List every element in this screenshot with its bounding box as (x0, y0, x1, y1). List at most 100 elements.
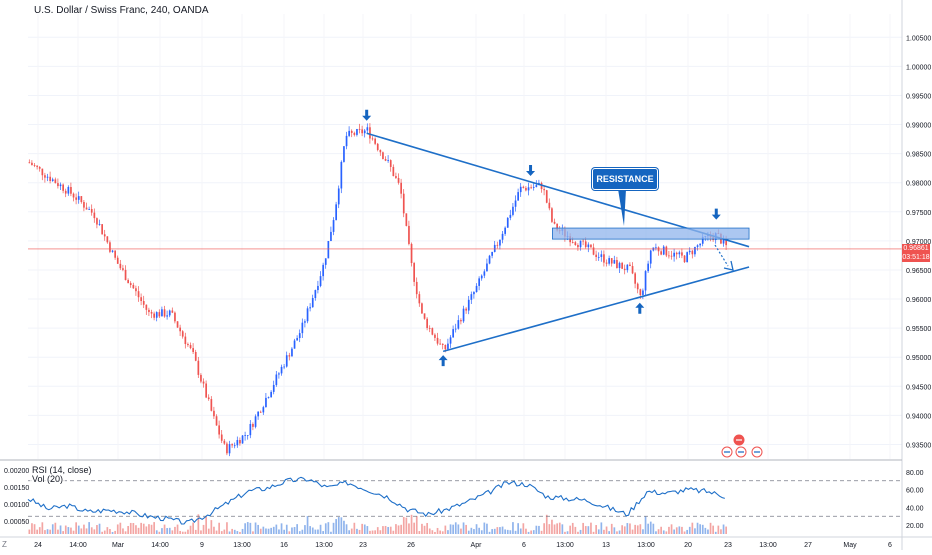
volume-bar (587, 526, 590, 534)
volume-bar (111, 531, 114, 534)
candle-body (592, 247, 595, 255)
volume-bar (584, 526, 587, 534)
candle-body (431, 328, 434, 335)
candle-body (124, 269, 127, 281)
volume-bar (270, 527, 272, 534)
volume-bar (233, 529, 236, 534)
volume-bar (634, 524, 636, 534)
candle-body (478, 278, 480, 286)
volume-bar (660, 526, 662, 534)
price-tick-label: 0.98500 (906, 152, 931, 159)
volume-bar (626, 523, 629, 534)
volume-axis-tick: 0.00200 (4, 468, 29, 475)
volume-bar (423, 525, 426, 534)
candle-body (41, 168, 44, 176)
candle-body (155, 312, 158, 318)
volume-bar (171, 530, 174, 534)
volume-bar (148, 524, 150, 534)
volume-bar (610, 523, 613, 534)
volume-bar (592, 531, 595, 534)
candle-body (51, 179, 54, 181)
candle-body (608, 258, 610, 264)
price-tick-label: 0.95500 (906, 326, 931, 333)
volume-bar (582, 522, 584, 534)
volume-bar (699, 524, 701, 534)
candle-body (103, 234, 106, 237)
candle-body (350, 130, 353, 133)
volume-bar (127, 525, 129, 534)
volume-bar (296, 524, 298, 534)
candle-body (116, 257, 119, 264)
candle-body (137, 291, 140, 298)
candle-body (70, 187, 72, 194)
volume-bar (418, 531, 421, 534)
volume-bar (319, 524, 322, 534)
volume-bar (33, 524, 36, 534)
candle-body (660, 251, 662, 255)
candle-body (166, 315, 168, 317)
candle-body (101, 224, 103, 235)
volume-bar (200, 530, 202, 534)
volume-bar (207, 528, 210, 534)
candle-body (613, 260, 616, 264)
candle-body (400, 182, 402, 194)
volume-bar (608, 531, 610, 534)
candle-body (205, 383, 207, 398)
volume-bar (709, 522, 712, 534)
rsi-label[interactable]: RSI (14, close) (30, 465, 94, 475)
volume-bar (561, 524, 564, 534)
volume-bar (322, 531, 324, 534)
candle-body (657, 247, 660, 252)
vol-label[interactable]: Vol (20) (30, 474, 66, 484)
candle-body (540, 182, 543, 190)
volume-bar (350, 528, 353, 534)
volume-bar (288, 531, 291, 534)
candle-body (330, 231, 332, 242)
volume-bar (223, 529, 226, 534)
price-tick-label: 0.98000 (906, 181, 931, 188)
volume-bar (434, 531, 436, 534)
volume-bar (189, 525, 192, 534)
volume-bar (720, 529, 722, 534)
volume-bar (57, 529, 59, 534)
candle-body (38, 166, 41, 169)
volume-bar (96, 525, 98, 534)
candle-body (439, 343, 441, 345)
candle-body (462, 308, 465, 322)
volume-bar (239, 531, 241, 534)
candle-body (621, 262, 623, 269)
candle-body (408, 225, 410, 244)
volume-bar (603, 529, 605, 534)
candle-body (483, 271, 486, 276)
candle-body (626, 264, 629, 271)
time-tick-label: 6 (888, 542, 892, 549)
volume-bar (150, 524, 153, 534)
candle-body (397, 177, 400, 183)
candle-body (392, 166, 395, 177)
candle-body (324, 258, 327, 265)
volume-bar (496, 527, 499, 534)
volume-bar (421, 523, 423, 534)
volume-bar (701, 524, 704, 534)
volume-bar (161, 528, 163, 534)
candle-body (629, 264, 631, 267)
volume-bar (358, 529, 361, 534)
volume-bar (590, 522, 592, 534)
candle-body (298, 333, 301, 339)
volume-bar (356, 528, 358, 534)
volume-bar (192, 522, 194, 534)
candle-body (434, 334, 436, 338)
time-tick-label: 14:00 (151, 542, 169, 549)
volume-bar (454, 522, 457, 534)
candle-body (616, 260, 618, 269)
candle-body (345, 135, 348, 147)
volume-bar (616, 531, 618, 534)
time-tick-label: 26 (407, 542, 415, 549)
candle-body (77, 196, 80, 200)
candle-body (623, 268, 626, 271)
volume-bar (114, 530, 116, 534)
candle-body (272, 384, 275, 392)
candle-body (314, 290, 317, 299)
